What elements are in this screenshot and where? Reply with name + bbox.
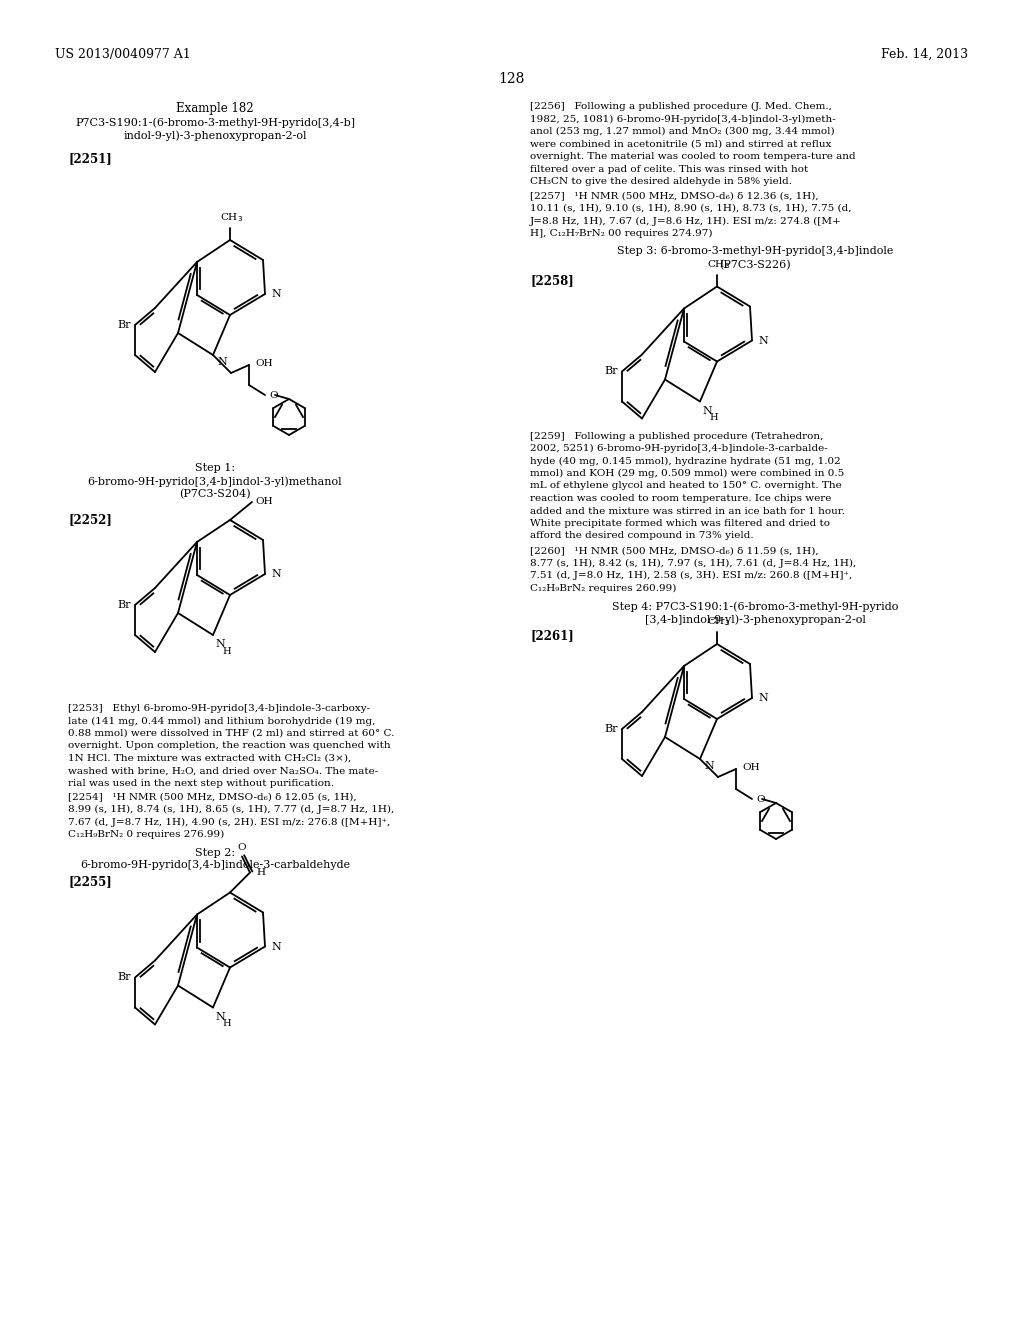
Text: N: N	[271, 289, 281, 300]
Text: 6-bromo-9H-pyrido[3,4-b]indol-3-yl)methanol: 6-bromo-9H-pyrido[3,4-b]indol-3-yl)metha…	[88, 477, 342, 487]
Text: J=8.8 Hz, 1H), 7.67 (d, J=8.6 Hz, 1H). ESI m/z: 274.8 ([M+: J=8.8 Hz, 1H), 7.67 (d, J=8.6 Hz, 1H). E…	[530, 216, 842, 226]
Text: Step 4: P7C3-S190:1-(6-bromo-3-methyl-9H-pyrido: Step 4: P7C3-S190:1-(6-bromo-3-methyl-9H…	[611, 601, 898, 611]
Text: anol (253 mg, 1.27 mmol) and MnO₂ (300 mg, 3.44 mmol): anol (253 mg, 1.27 mmol) and MnO₂ (300 m…	[530, 127, 835, 136]
Text: N: N	[705, 762, 714, 771]
Text: Br: Br	[118, 601, 131, 610]
Text: 128: 128	[499, 73, 525, 86]
Text: H: H	[709, 413, 718, 422]
Text: (P7C3-S226): (P7C3-S226)	[719, 260, 791, 269]
Text: 8.99 (s, 1H), 8.74 (s, 1H), 8.65 (s, 1H), 7.77 (d, J=8.7 Hz, 1H),: 8.99 (s, 1H), 8.74 (s, 1H), 8.65 (s, 1H)…	[68, 805, 394, 814]
Text: CH$_3$: CH$_3$	[708, 257, 730, 271]
Text: indol-9-yl)-3-phenoxypropan-2-ol: indol-9-yl)-3-phenoxypropan-2-ol	[123, 129, 307, 140]
Text: [2251]: [2251]	[68, 152, 112, 165]
Text: H: H	[256, 869, 265, 876]
Text: 7.67 (d, J=8.7 Hz, 1H), 4.90 (s, 2H). ESI m/z: 276.8 ([M+H]⁺,: 7.67 (d, J=8.7 Hz, 1H), 4.90 (s, 2H). ES…	[68, 817, 390, 826]
Text: OH: OH	[255, 359, 272, 367]
Text: Example 182: Example 182	[176, 102, 254, 115]
Text: CH$_3$: CH$_3$	[708, 615, 730, 628]
Text: Feb. 14, 2013: Feb. 14, 2013	[881, 48, 968, 61]
Text: Br: Br	[118, 319, 131, 330]
Text: N: N	[215, 1011, 224, 1022]
Text: N: N	[758, 693, 768, 704]
Text: [2254]   ¹H NMR (500 MHz, DMSO-d₆) δ 12.05 (s, 1H),: [2254] ¹H NMR (500 MHz, DMSO-d₆) δ 12.05…	[68, 792, 356, 801]
Text: Step 3: 6-bromo-3-methyl-9H-pyrido[3,4-b]indole: Step 3: 6-bromo-3-methyl-9H-pyrido[3,4-b…	[616, 247, 893, 256]
Text: 2002, 5251) 6-bromo-9H-pyrido[3,4-b]indole-3-carbalde-: 2002, 5251) 6-bromo-9H-pyrido[3,4-b]indo…	[530, 444, 827, 453]
Text: overnight. Upon completion, the reaction was quenched with: overnight. Upon completion, the reaction…	[68, 742, 390, 751]
Text: OH: OH	[255, 498, 272, 507]
Text: mmol) and KOH (29 mg, 0.509 mmol) were combined in 0.5: mmol) and KOH (29 mg, 0.509 mmol) were c…	[530, 469, 844, 478]
Text: O: O	[238, 843, 247, 853]
Text: N: N	[215, 639, 224, 649]
Text: [2258]: [2258]	[530, 275, 573, 288]
Text: afford the desired compound in 73% yield.: afford the desired compound in 73% yield…	[530, 532, 754, 540]
Text: 7.51 (d, J=8.0 Hz, 1H), 2.58 (s, 3H). ESI m/z: 260.8 ([M+H]⁺,: 7.51 (d, J=8.0 Hz, 1H), 2.58 (s, 3H). ES…	[530, 572, 852, 579]
Text: filtered over a pad of celite. This was rinsed with hot: filtered over a pad of celite. This was …	[530, 165, 808, 173]
Text: Step 2:: Step 2:	[195, 847, 236, 858]
Text: overnight. The material was cooled to room tempera-ture and: overnight. The material was cooled to ro…	[530, 152, 856, 161]
Text: [2253]   Ethyl 6-bromo-9H-pyrido[3,4-b]indole-3-carboxy-: [2253] Ethyl 6-bromo-9H-pyrido[3,4-b]ind…	[68, 704, 370, 713]
Text: White precipitate formed which was filtered and dried to: White precipitate formed which was filte…	[530, 519, 830, 528]
Text: reaction was cooled to room temperature. Ice chips were: reaction was cooled to room temperature.…	[530, 494, 831, 503]
Text: [2260]   ¹H NMR (500 MHz, DMSO-d₆) δ 11.59 (s, 1H),: [2260] ¹H NMR (500 MHz, DMSO-d₆) δ 11.59…	[530, 546, 818, 554]
Text: Br: Br	[604, 367, 618, 376]
Text: late (141 mg, 0.44 mmol) and lithium borohydride (19 mg,: late (141 mg, 0.44 mmol) and lithium bor…	[68, 717, 376, 726]
Text: Br: Br	[118, 973, 131, 982]
Text: US 2013/0040977 A1: US 2013/0040977 A1	[55, 48, 190, 61]
Text: H: H	[222, 647, 230, 656]
Text: hyde (40 mg, 0.145 mmol), hydrazine hydrate (51 mg, 1.02: hyde (40 mg, 0.145 mmol), hydrazine hydr…	[530, 457, 841, 466]
Text: [2259]   Following a published procedure (Tetrahedron,: [2259] Following a published procedure (…	[530, 432, 823, 441]
Text: P7C3-S190:1-(6-bromo-3-methyl-9H-pyrido[3,4-b]: P7C3-S190:1-(6-bromo-3-methyl-9H-pyrido[…	[75, 117, 355, 128]
Text: [2255]: [2255]	[68, 875, 112, 888]
Text: 6-bromo-9H-pyrido[3,4-b]indole-3-carbaldehyde: 6-bromo-9H-pyrido[3,4-b]indole-3-carbald…	[80, 861, 350, 870]
Text: [3,4-b]indol-9-yl)-3-phenoxypropan-2-ol: [3,4-b]indol-9-yl)-3-phenoxypropan-2-ol	[644, 614, 865, 624]
Text: CH₃CN to give the desired aldehyde in 58% yield.: CH₃CN to give the desired aldehyde in 58…	[530, 177, 792, 186]
Text: (P7C3-S204): (P7C3-S204)	[179, 488, 251, 499]
Text: [2256]   Following a published procedure (J. Med. Chem.,: [2256] Following a published procedure (…	[530, 102, 831, 111]
Text: N: N	[271, 569, 281, 579]
Text: 1982, 25, 1081) 6-bromo-9H-pyrido[3,4-b]indol-3-yl)meth-: 1982, 25, 1081) 6-bromo-9H-pyrido[3,4-b]…	[530, 115, 836, 124]
Text: N: N	[217, 356, 226, 367]
Text: N: N	[758, 335, 768, 346]
Text: O: O	[756, 795, 765, 804]
Text: washed with brine, H₂O, and dried over Na₂SO₄. The mate-: washed with brine, H₂O, and dried over N…	[68, 767, 378, 776]
Text: N: N	[271, 941, 281, 952]
Text: O: O	[269, 391, 278, 400]
Text: H: H	[222, 1019, 230, 1028]
Text: 1N HCl. The mixture was extracted with CH₂Cl₂ (3×),: 1N HCl. The mixture was extracted with C…	[68, 754, 351, 763]
Text: C₁₂H₉BrN₂ requires 260.99): C₁₂H₉BrN₂ requires 260.99)	[530, 583, 677, 593]
Text: [2252]: [2252]	[68, 513, 112, 525]
Text: H], C₁₂H₇BrN₂ 00 requires 274.97): H], C₁₂H₇BrN₂ 00 requires 274.97)	[530, 228, 713, 238]
Text: [2261]: [2261]	[530, 630, 573, 642]
Text: were combined in acetonitrile (5 ml) and stirred at reflux: were combined in acetonitrile (5 ml) and…	[530, 140, 831, 149]
Text: C₁₂H₉BrN₂ 0 requires 276.99): C₁₂H₉BrN₂ 0 requires 276.99)	[68, 830, 224, 840]
Text: Br: Br	[604, 723, 618, 734]
Text: N: N	[702, 405, 712, 416]
Text: [2257]   ¹H NMR (500 MHz, DMSO-d₆) δ 12.36 (s, 1H),: [2257] ¹H NMR (500 MHz, DMSO-d₆) δ 12.36…	[530, 191, 818, 201]
Text: added and the mixture was stirred in an ice bath for 1 hour.: added and the mixture was stirred in an …	[530, 507, 845, 516]
Text: 8.77 (s, 1H), 8.42 (s, 1H), 7.97 (s, 1H), 7.61 (d, J=8.4 Hz, 1H),: 8.77 (s, 1H), 8.42 (s, 1H), 7.97 (s, 1H)…	[530, 558, 856, 568]
Text: Step 1:: Step 1:	[195, 463, 236, 473]
Text: CH$_3$: CH$_3$	[220, 211, 244, 224]
Text: 0.88 mmol) were dissolved in THF (2 ml) and stirred at 60° C.: 0.88 mmol) were dissolved in THF (2 ml) …	[68, 729, 394, 738]
Text: rial was used in the next step without purification.: rial was used in the next step without p…	[68, 779, 334, 788]
Text: mL of ethylene glycol and heated to 150° C. overnight. The: mL of ethylene glycol and heated to 150°…	[530, 482, 842, 491]
Text: 10.11 (s, 1H), 9.10 (s, 1H), 8.90 (s, 1H), 8.73 (s, 1H), 7.75 (d,: 10.11 (s, 1H), 9.10 (s, 1H), 8.90 (s, 1H…	[530, 205, 852, 213]
Text: OH: OH	[742, 763, 760, 771]
